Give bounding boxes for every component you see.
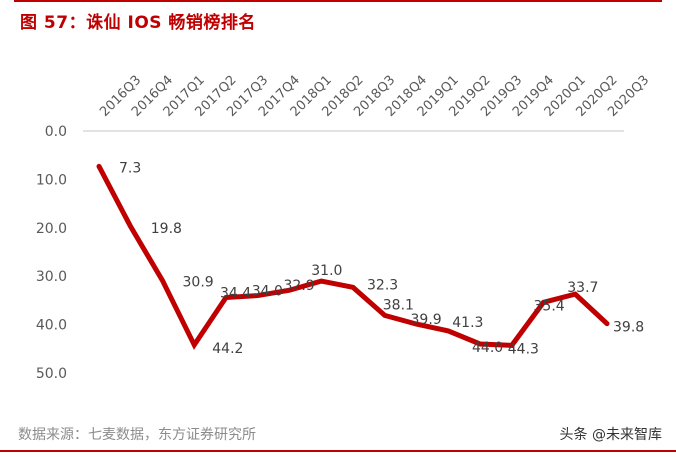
data-label: 34.4 <box>220 285 251 301</box>
data-label: 34.0 <box>252 284 283 300</box>
data-label: 33.7 <box>567 280 598 296</box>
line-chart: 2016Q32016Q42017Q12017Q22017Q32017Q42018… <box>36 73 652 382</box>
data-label: 44.3 <box>508 341 539 357</box>
y-tick-label: 10.0 <box>36 172 67 188</box>
data-label: 35.4 <box>534 298 565 314</box>
data-label: 41.3 <box>452 315 483 331</box>
y-tick-label: 40.0 <box>36 318 67 334</box>
data-label: 39.9 <box>411 312 442 328</box>
y-tick-label: 0.0 <box>45 124 67 140</box>
data-label: 44.0 <box>472 340 503 356</box>
y-tick-label: 30.0 <box>36 269 67 285</box>
data-label: 38.1 <box>383 297 414 313</box>
watermark: 头条 @未来智库 <box>559 427 662 443</box>
data-labels: 7.319.830.944.234.4 34.0 32.931.032.338.13… <box>119 160 644 357</box>
source-note: 数据来源：七麦数据，东方证券研究所 <box>18 427 256 443</box>
data-label: 30.9 <box>183 275 214 291</box>
chart-title: 图 57：诛仙 IOS 畅销榜排名 <box>20 13 256 33</box>
bottom-rule <box>0 450 676 452</box>
x-axis-labels: 2016Q32016Q42017Q12017Q22017Q32017Q42018… <box>97 73 652 120</box>
data-label: 32.3 <box>367 277 398 293</box>
top-rule <box>14 0 662 2</box>
y-tick-label: 20.0 <box>36 221 67 237</box>
data-label: 7.3 <box>119 160 141 176</box>
y-axis-labels: 0.0 10.0 20.0 30.0 40.0 50.0 <box>36 124 67 382</box>
data-label: 44.2 <box>212 341 243 357</box>
data-label: 39.8 <box>613 320 644 336</box>
series-line <box>96 163 610 350</box>
data-label: 32.9 <box>284 278 315 294</box>
y-tick-label: 50.0 <box>36 366 67 382</box>
data-label: 19.8 <box>151 221 182 237</box>
data-label: 31.0 <box>311 263 342 279</box>
